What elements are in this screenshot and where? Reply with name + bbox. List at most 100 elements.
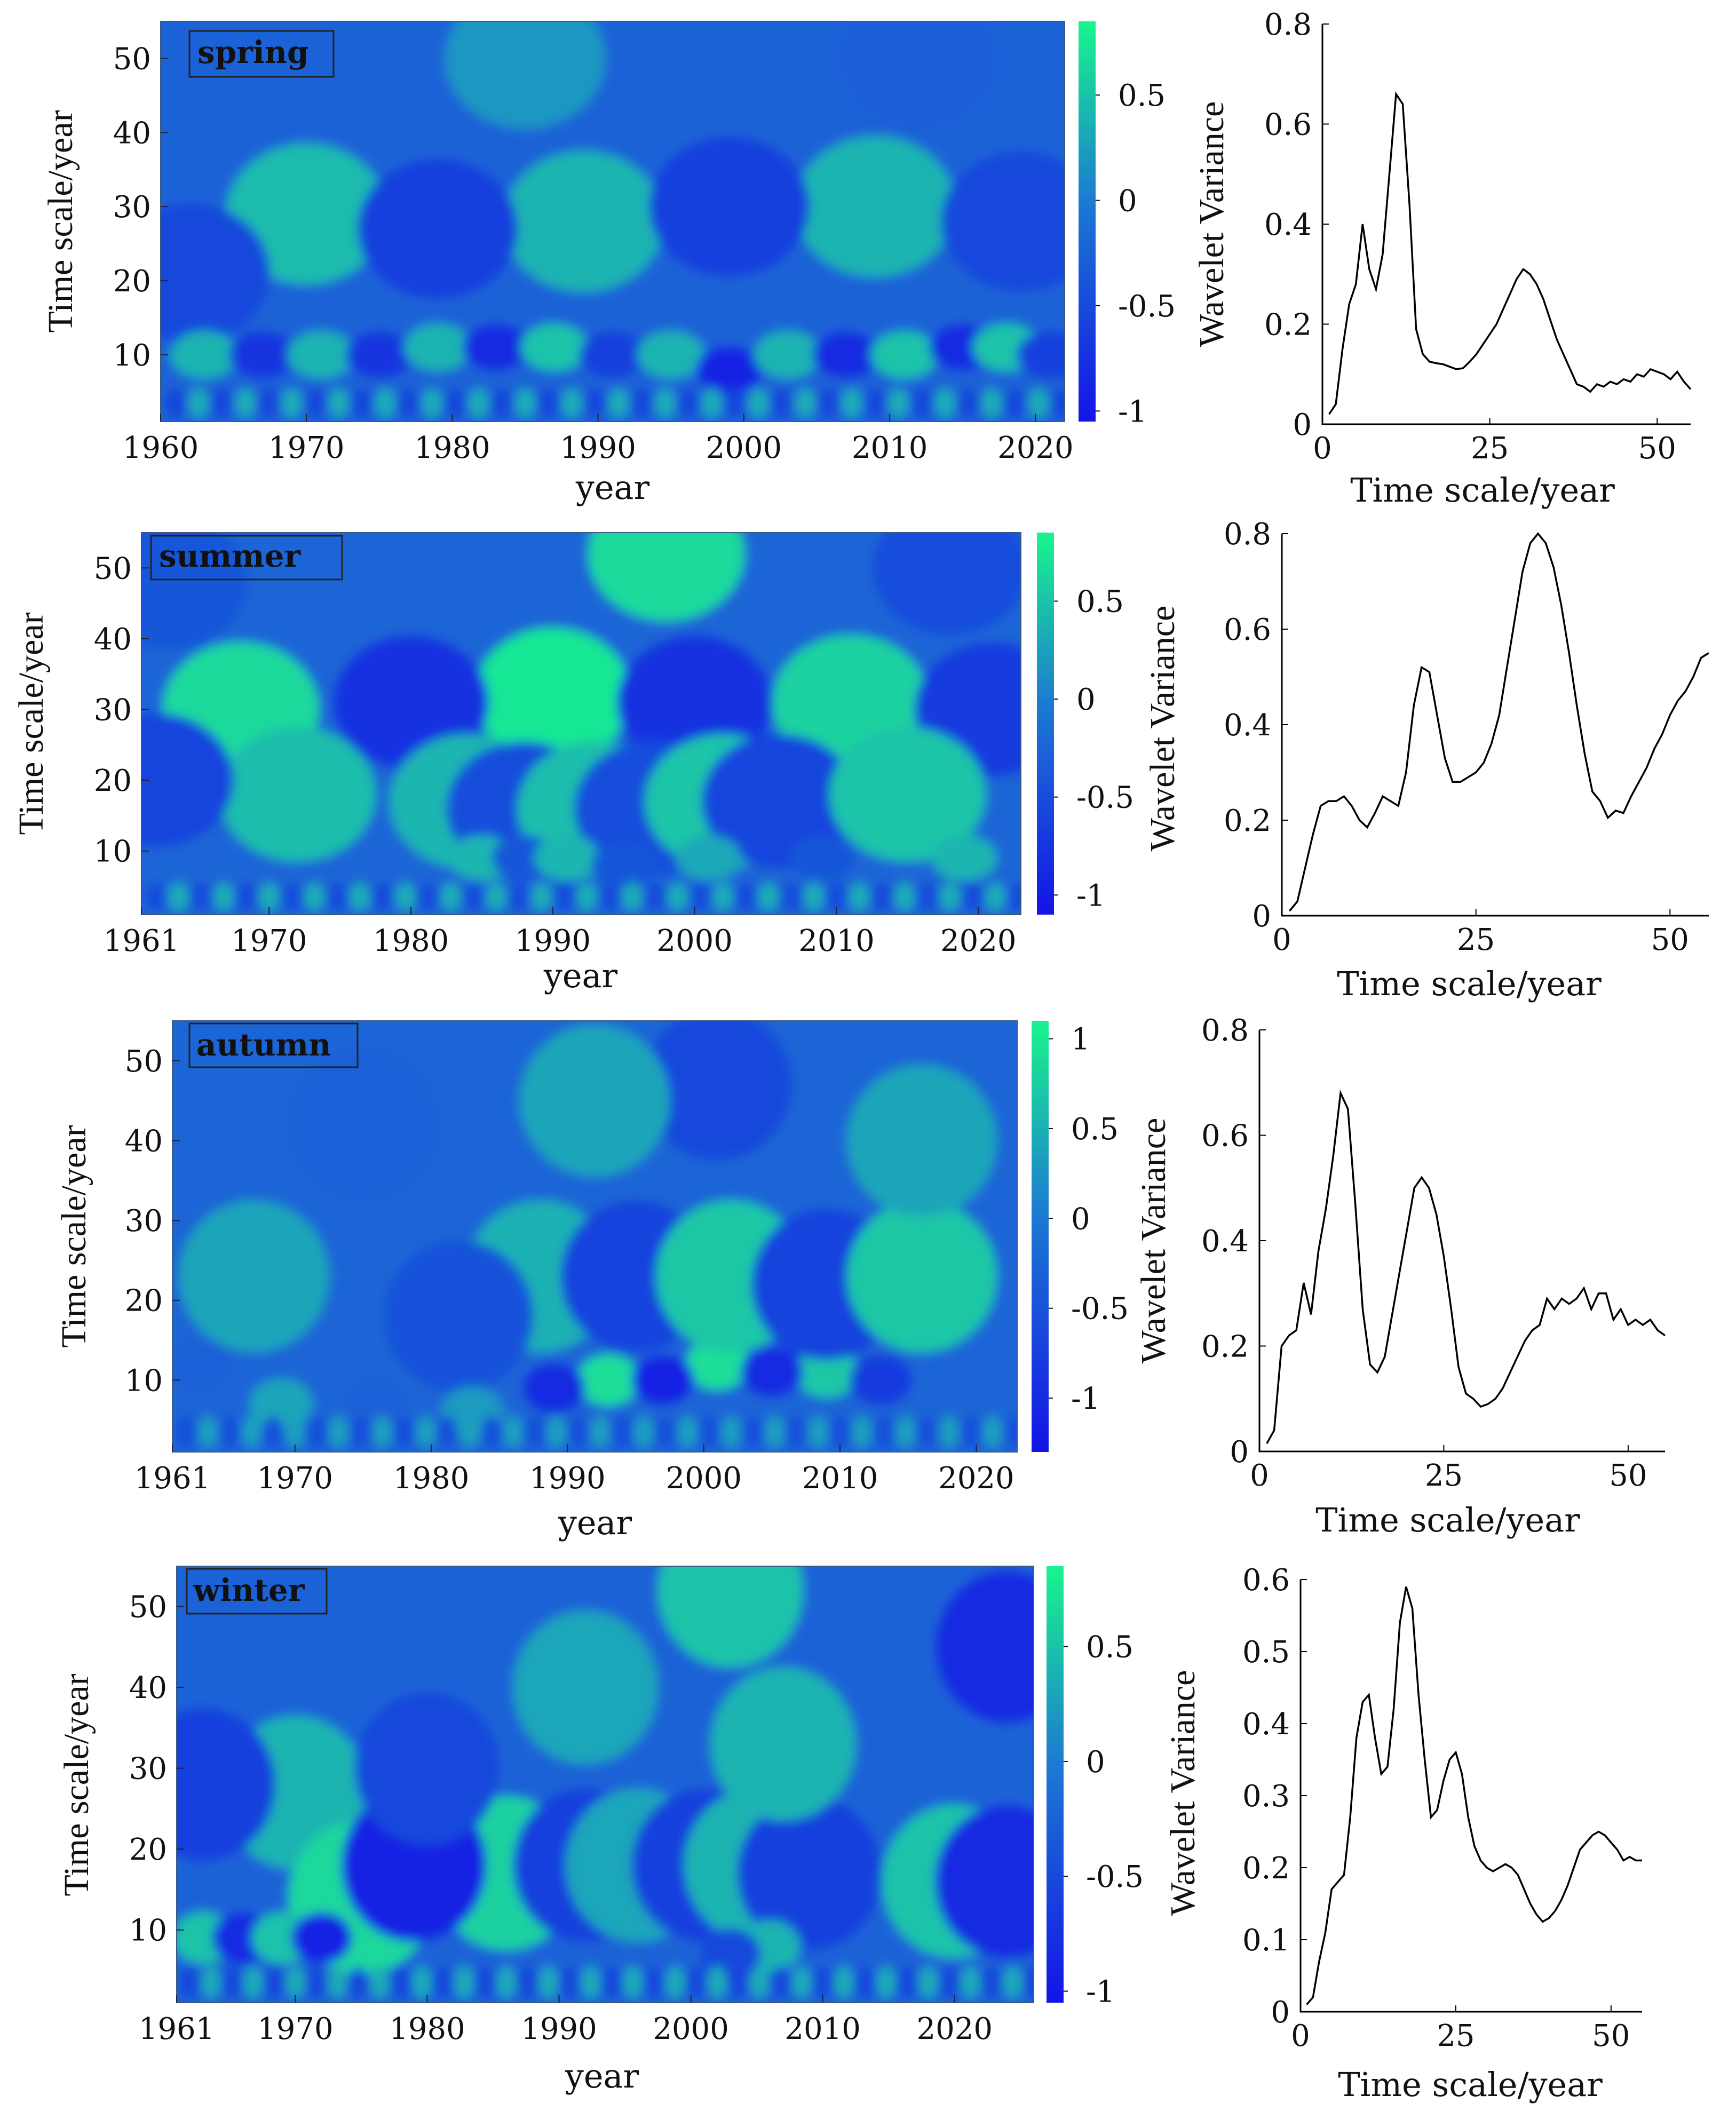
contour-cell <box>585 388 606 418</box>
contour-cell <box>708 1966 727 1999</box>
colorbar <box>1079 21 1096 422</box>
contour-cell <box>522 1362 585 1414</box>
x-axis-label: Time scale/year <box>1338 2065 1603 2104</box>
contour-cell <box>649 136 810 277</box>
contour-cell <box>168 883 188 911</box>
contour-cell <box>445 21 606 129</box>
x-tick-label: 2010 <box>784 2012 861 2046</box>
contour-cell <box>291 1912 352 1964</box>
colorbar-tick-label: 0.5 <box>1086 1630 1133 1665</box>
x-tick-label: 1990 <box>521 2012 597 2046</box>
contour-cell <box>375 388 395 418</box>
contour-cell <box>678 1416 697 1448</box>
contour-cell <box>961 1416 981 1448</box>
contour-cell <box>603 1966 621 1999</box>
contour-cell <box>795 136 956 277</box>
y-tick-label: 0.6 <box>1242 1563 1290 1598</box>
contour-cell <box>713 883 733 911</box>
contour-cell <box>285 1416 305 1448</box>
contour-cell <box>631 388 652 418</box>
contour-cell <box>1016 331 1065 379</box>
colorbar-tick-label: 0.5 <box>1076 585 1124 620</box>
contour-cell <box>351 388 372 418</box>
contour-cell <box>695 346 763 394</box>
y-tick-label: 10 <box>113 338 151 373</box>
contour-cell <box>568 1416 588 1448</box>
contour-cell <box>288 1049 438 1201</box>
spring-variance-x-ticks: 0 25 50 <box>1313 418 1676 466</box>
contour-cell <box>141 713 234 847</box>
contour-cell <box>826 883 847 911</box>
contour-cell <box>440 883 461 911</box>
x-tick-label: 2010 <box>798 924 875 958</box>
contour-cell <box>634 1416 654 1448</box>
contour-cell <box>220 1416 240 1448</box>
spring-variance-plot: 0 25 50 0 0.2 0.4 0.6 0.8 Time scale/year Wave… <box>1192 7 1692 510</box>
contour-cell <box>645 1966 663 1999</box>
contour-cell <box>577 1354 640 1406</box>
colorbar-tick-label: 0 <box>1071 1202 1090 1236</box>
contour-cell <box>191 883 211 911</box>
x-tick-label: 1961 <box>104 924 180 958</box>
contour-cell <box>729 1966 748 1999</box>
contour-cell <box>940 883 960 911</box>
x-tick-label: 0 <box>1313 431 1332 466</box>
contour-cell <box>750 1966 769 1999</box>
colorbar-tick-label: 0 <box>1076 682 1096 717</box>
y-tick-label: 0.4 <box>1201 1224 1249 1259</box>
contour-cell <box>834 1966 853 1999</box>
contour-cell <box>898 1966 917 1999</box>
contour-cell <box>475 1966 495 1999</box>
contour-cell <box>497 1966 516 1999</box>
contour-cell <box>795 1346 858 1398</box>
contour-cell <box>416 1416 435 1448</box>
autumn-contour-field <box>172 1021 1017 1452</box>
x-tick-label: 50 <box>1651 923 1689 957</box>
contour-cell <box>895 1416 915 1448</box>
contour-cell <box>236 883 257 911</box>
contour-cell <box>870 331 938 379</box>
contour-cell <box>328 388 349 418</box>
autumn-variance-y-ticks: 0 0.2 0.4 0.6 0.8 <box>1201 1013 1266 1470</box>
x-tick-label: 25 <box>1437 2019 1475 2053</box>
contour-cell <box>287 331 355 379</box>
x-tick-label: 1990 <box>560 431 636 465</box>
x-tick-label: 1990 <box>515 924 591 958</box>
contour-cell <box>656 1416 676 1448</box>
contour-cell <box>792 1966 811 1999</box>
y-tick-label: 0.4 <box>1224 708 1271 743</box>
contour-cell <box>804 883 824 911</box>
contour-cell <box>813 1966 832 1999</box>
contour-cell <box>509 883 529 911</box>
x-tick-label: 1960 <box>123 431 199 465</box>
contour-cell <box>486 883 506 911</box>
x-axis-label: year <box>543 956 618 995</box>
y-axis-label: Wavelet Variance <box>1163 1670 1202 1916</box>
season-label-box <box>188 30 335 78</box>
y-axis-label: Wavelet Variance <box>1134 1118 1173 1364</box>
contour-cell <box>1003 1966 1022 1999</box>
contour-cell <box>351 1416 370 1448</box>
contour-cell <box>229 331 297 379</box>
summer-variance-y-ticks: 0 0.2 0.4 0.6 0.8 <box>1224 517 1288 934</box>
x-tick-label: 25 <box>1457 923 1495 957</box>
y-tick-label: 50 <box>129 1590 167 1625</box>
contour-cell <box>1028 388 1049 418</box>
contour-cell <box>329 1416 348 1448</box>
summer-colorbar-ticks: 0.5 0 -0.5 -1 <box>1054 585 1134 913</box>
autumn-colorbar-ticks: 1 0.5 0 -0.5 -1 <box>1049 1022 1129 1416</box>
contour-cell <box>700 1928 761 1980</box>
contour-cell <box>655 388 676 418</box>
colorbar <box>1032 1021 1049 1452</box>
contour-cell <box>678 388 699 418</box>
x-tick-label: 25 <box>1471 431 1509 466</box>
season-label-box <box>150 535 343 581</box>
y-tick-label: 10 <box>94 835 132 869</box>
contour-cell <box>983 1416 1002 1448</box>
summer-heatmap: summer 1961 1970 1980 1990 2000 2010 2020 10 20… <box>12 532 1134 995</box>
contour-cell <box>307 1966 326 1999</box>
contour-cell <box>631 1354 694 1406</box>
contour-cell <box>161 203 270 344</box>
contour-cell <box>463 883 483 911</box>
